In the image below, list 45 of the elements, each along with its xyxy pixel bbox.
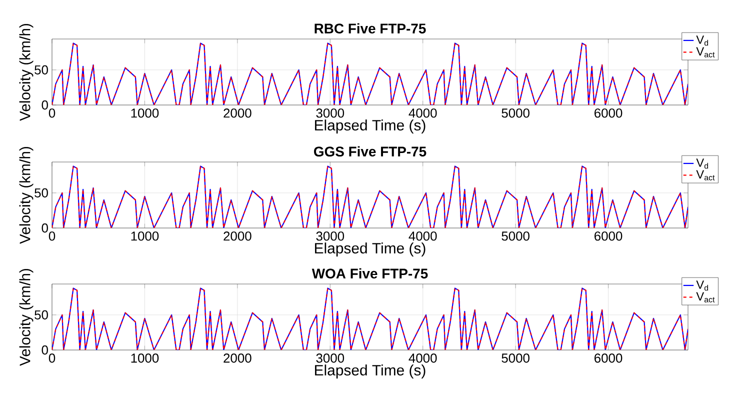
x-tick-label: 5000 <box>502 354 530 363</box>
x-tick-label: 2000 <box>224 108 252 118</box>
chart-title: RBC Five FTP-75 <box>314 23 426 34</box>
x-tick-label: 0 <box>48 354 56 363</box>
y-tick-label: 50 <box>34 310 48 320</box>
legend-label: V$_{act}$ <box>696 292 715 302</box>
x-tick-label: 1000 <box>131 232 159 241</box>
y-tick-label: 50 <box>34 65 48 74</box>
legend-label: V$_{d}$ <box>696 158 708 169</box>
x-axis-title: Elapsed Time (s) <box>315 364 426 378</box>
legend-label: V$_{act}$ <box>696 170 715 180</box>
y-tick-label: 50 <box>34 188 48 198</box>
y-tick-label: 0 <box>42 345 48 355</box>
legend-label: V$_{d}$ <box>696 36 708 46</box>
x-tick-label: 4000 <box>408 354 437 363</box>
x-tick-label: 4000 <box>408 232 437 241</box>
x-tick-label: 0 <box>48 232 56 241</box>
x-tick-label: 2000 <box>224 232 252 241</box>
x-tick-label: 3000 <box>316 232 344 241</box>
legend-label: V$_{act}$ <box>696 47 715 58</box>
y-axis-title: Velocity (km/h) <box>19 24 34 121</box>
line-series <box>52 166 688 228</box>
x-tick-label: 0 <box>48 108 56 118</box>
y-axis-title: Velocity (km/h) <box>19 146 34 244</box>
x-tick-label: 1000 <box>131 354 159 363</box>
line-series <box>52 288 688 350</box>
x-tick-label: 6000 <box>594 354 622 363</box>
line-series <box>52 42 688 105</box>
x-tick-label: 3000 <box>316 108 344 118</box>
y-tick-label: 0 <box>42 223 48 233</box>
chart-title: WOA Five FTP-75 <box>312 268 428 279</box>
x-tick-label: 6000 <box>594 108 622 118</box>
x-tick-label: 2000 <box>224 354 252 363</box>
x-tick-label: 5000 <box>502 108 530 118</box>
legend-label: V$_{d}$ <box>696 280 708 291</box>
y-axis-title: Velocity (km/h) <box>19 268 34 366</box>
x-axis-title: Elapsed Time (s) <box>315 242 426 256</box>
x-tick-label: 6000 <box>594 232 622 241</box>
x-tick-label: 1000 <box>131 108 159 118</box>
x-tick-label: 5000 <box>502 232 530 241</box>
chart-title: GGS Five FTP-75 <box>314 146 426 156</box>
x-tick-label: 4000 <box>408 108 437 118</box>
y-tick-label: 0 <box>42 100 48 110</box>
x-axis-title: Elapsed Time (s) <box>315 120 426 134</box>
x-tick-label: 3000 <box>316 354 344 363</box>
